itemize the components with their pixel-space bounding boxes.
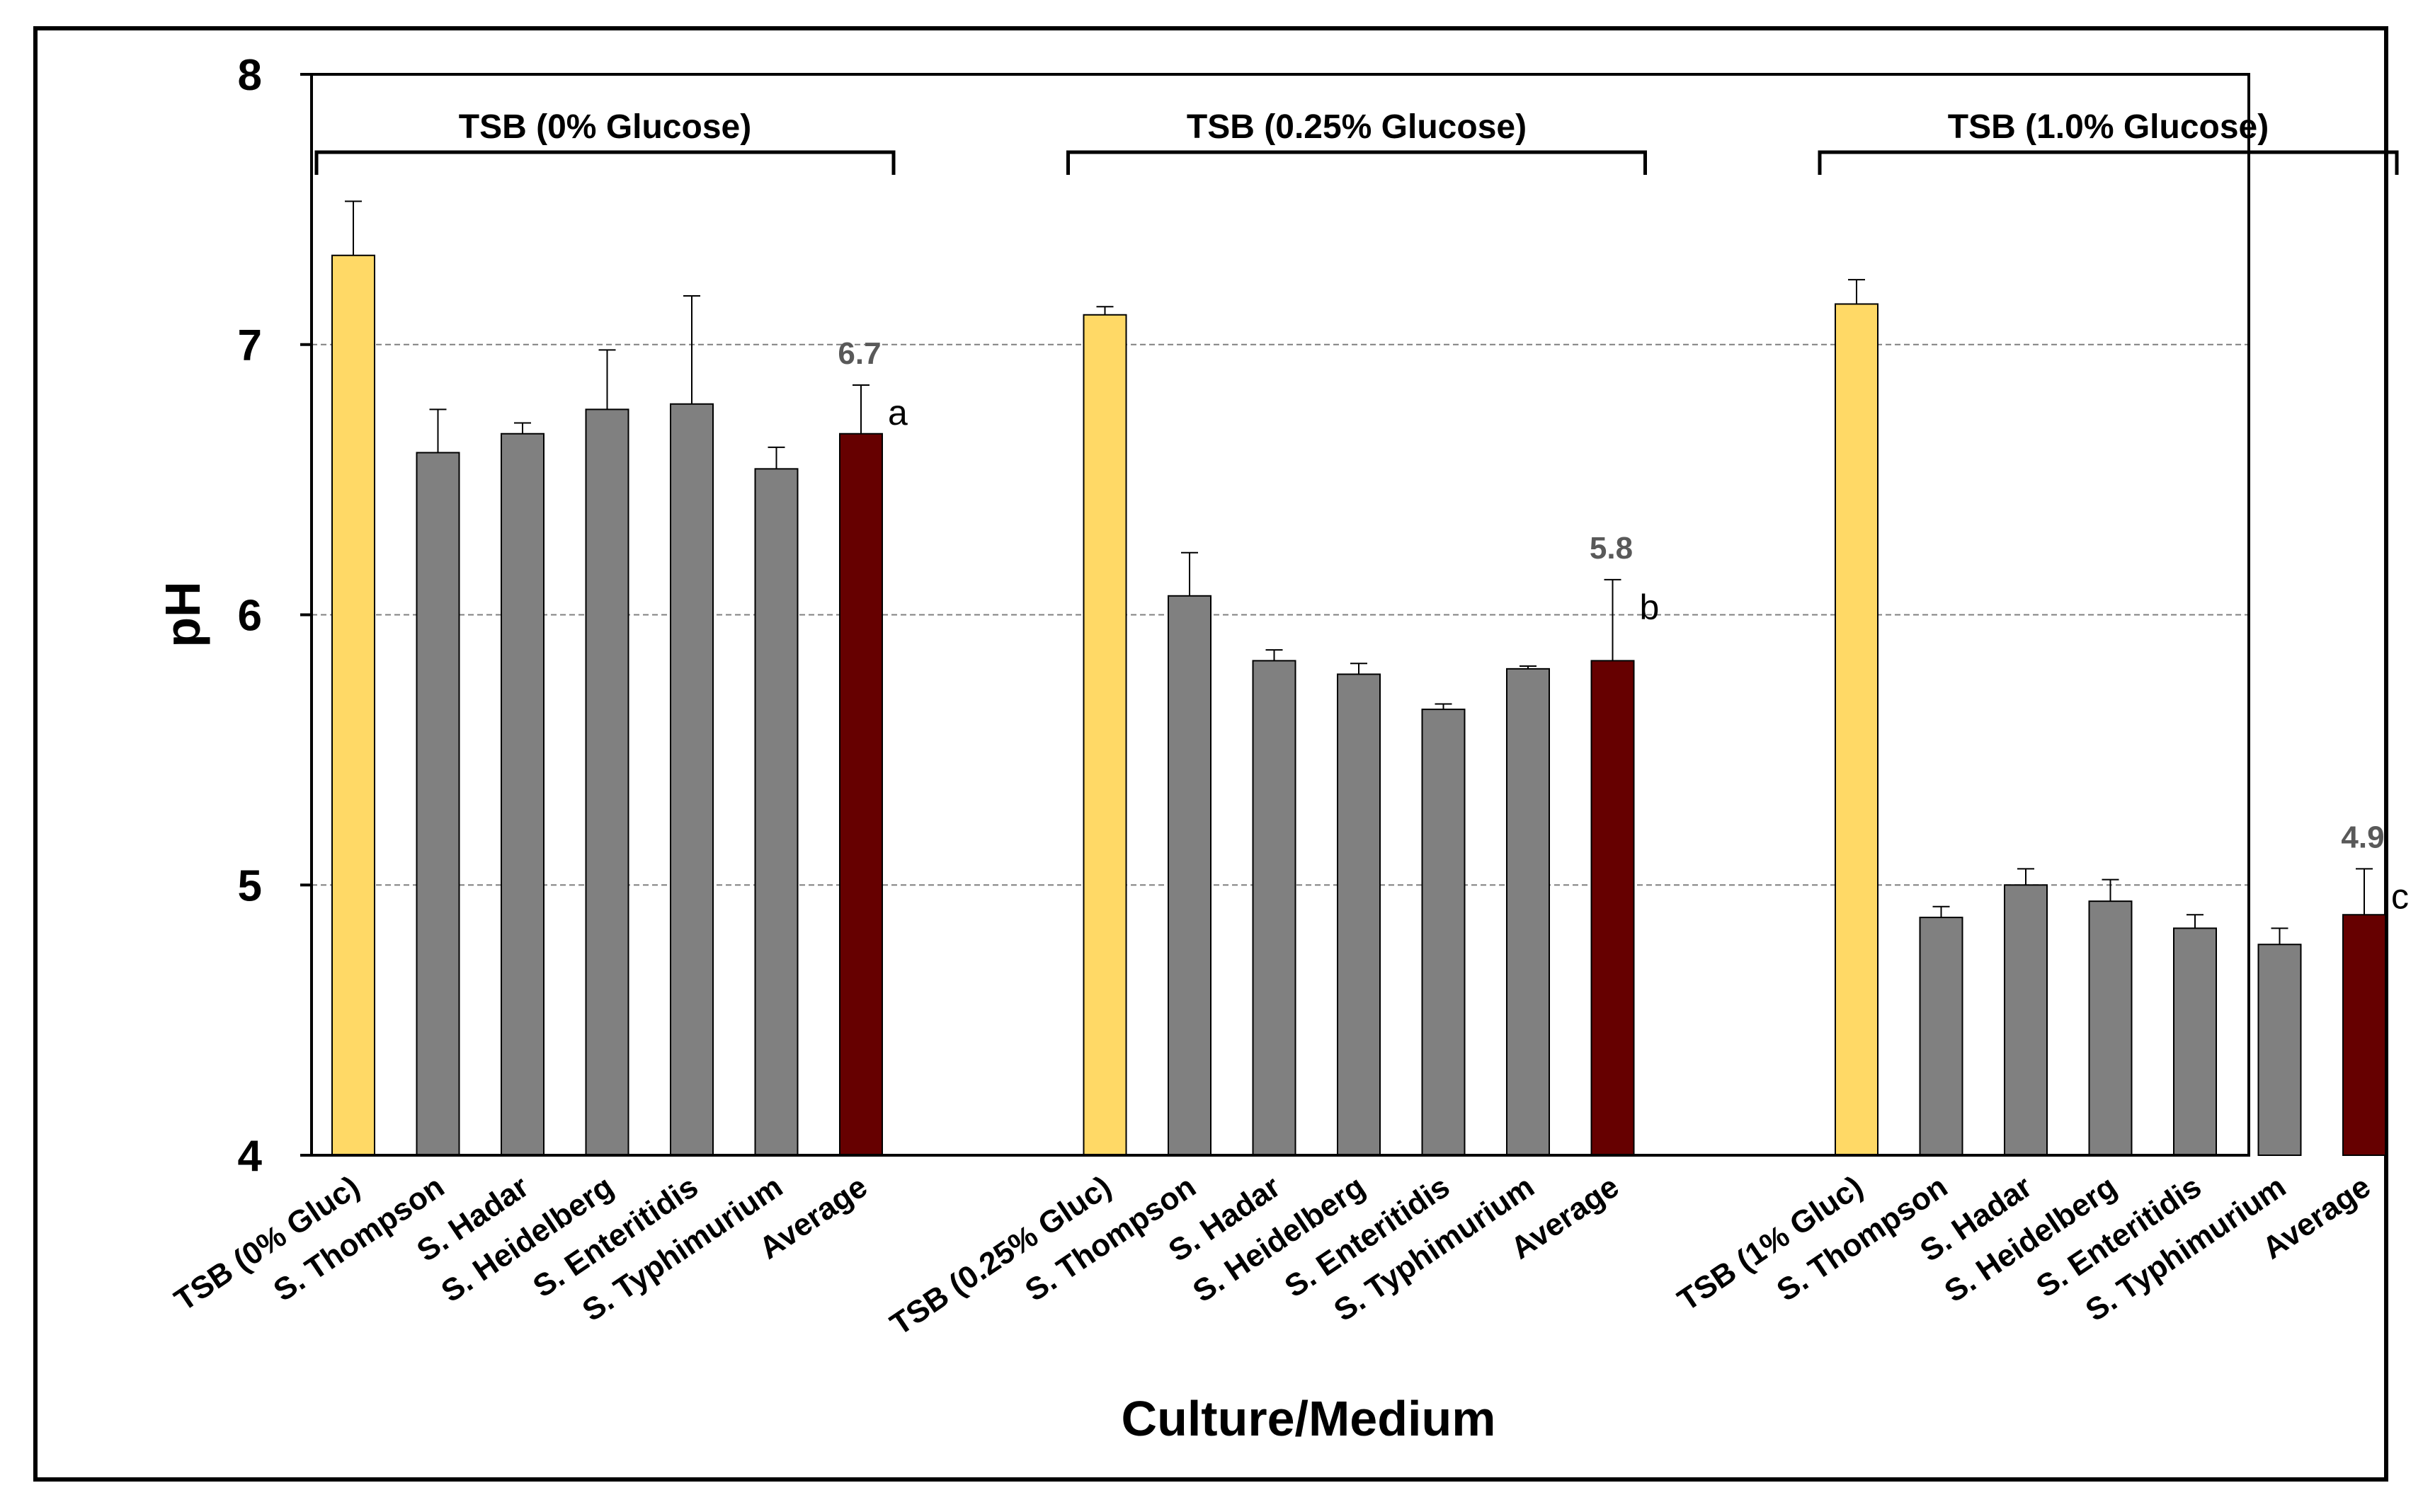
- error-bars: [345, 200, 2373, 945]
- bar-g1-tsb-0-gluc: [331, 254, 375, 1157]
- bar-g3-s-typhimurium: [2257, 944, 2302, 1156]
- group-label-3: TSB (1.0% Glucose): [1948, 108, 2269, 146]
- significance-letter-g2: b: [1640, 588, 1660, 627]
- average-value-label-g2: 5.8: [1590, 531, 1633, 566]
- bar-g2-s-thompson: [1168, 595, 1212, 1156]
- bar-series: [331, 254, 2386, 1157]
- y-tick-label-6: 6: [238, 592, 262, 641]
- y-axis-title: pH: [155, 581, 210, 647]
- bar-g3-tsb-1-gluc: [1835, 303, 1878, 1156]
- significance-letter-g3: c: [2391, 876, 2409, 916]
- bar-g1-s-heidelberg: [585, 408, 629, 1156]
- average-value-label-g3: 4.9: [2341, 820, 2384, 854]
- group-bracket-1: [314, 150, 896, 175]
- bar-g3-average: [2342, 914, 2386, 1157]
- bar-g1-s-thompson: [416, 452, 460, 1156]
- y-axis-ticks: 4 5 6 7 8: [238, 51, 312, 1181]
- bar-g1-average: [839, 433, 883, 1156]
- bar-g3-s-hadar: [2004, 884, 2048, 1156]
- group-bracket-2: [1066, 150, 1647, 175]
- y-tick-label-4: 4: [238, 1132, 263, 1181]
- y-tick-label-7: 7: [238, 321, 262, 370]
- bar-g2-s-heidelberg: [1337, 673, 1381, 1156]
- bar-g1-s-typhimurium: [754, 468, 799, 1156]
- bar-g1-s-hadar: [501, 433, 545, 1156]
- bar-g1-s-enteritidis: [670, 403, 714, 1156]
- bar-g2-average: [1590, 660, 1635, 1156]
- bar-g3-s-heidelberg: [2088, 900, 2133, 1157]
- y-tick-label-5: 5: [238, 861, 262, 910]
- bar-g2-s-hadar: [1252, 660, 1296, 1156]
- x-axis-title: Culture/Medium: [1122, 1391, 1496, 1446]
- group-label-2: TSB (0.25% Glucose): [1187, 108, 1527, 146]
- group-brackets: TSB (0% Glucose) TSB (0.25% Glucose) TSB (…: [314, 108, 2399, 175]
- bar-g3-s-enteritidis: [2173, 927, 2217, 1156]
- bar-g2-s-enteritidis: [1421, 709, 1466, 1156]
- bar-g3-s-thompson: [1919, 917, 1963, 1157]
- bar-g2-tsb-0-25-gluc: [1083, 314, 1127, 1157]
- average-value-label-g1: 6.7: [838, 336, 881, 371]
- y-tick-label-8: 8: [238, 51, 262, 100]
- group-bracket-3: [1818, 150, 2399, 175]
- group-label-1: TSB (0% Glucose): [459, 108, 751, 146]
- value-labels: 6.7a 5.8b 4.9c: [838, 336, 2409, 916]
- bar-g2-s-typhimurium: [1506, 668, 1550, 1156]
- significance-letter-g1: a: [888, 393, 908, 433]
